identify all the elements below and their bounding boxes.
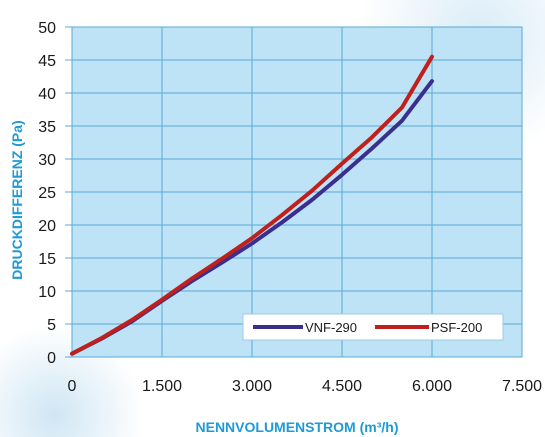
x-tick-label: 0 [68,378,77,395]
x-tick-label: 4.500 [322,378,362,395]
y-tick-label: 50 [38,20,56,37]
y-tick-label: 0 [47,350,56,367]
series-lines [70,54,434,356]
x-tick-label: 7.500 [502,378,542,395]
legend-label-vnf-290: VNF-290 [305,320,357,335]
y-tick-label: 30 [38,152,56,169]
y-tick-label: 15 [38,251,56,268]
y-tick-label: 5 [47,317,56,334]
y-tick-label: 10 [38,284,56,301]
legend-label-psf-200: PSF-200 [431,320,482,335]
x-tick-labels: 0 1.500 3.000 4.500 6.000 7.500 [68,378,543,395]
series-line-psf-200 [70,54,434,356]
y-tick-label: 40 [38,86,56,103]
y-tick-labels: 0 5 10 15 20 25 30 35 40 45 50 [38,20,56,367]
y-tick-label: 45 [38,53,56,70]
x-axis-title: NENNVOLUMENSTROM (m³/h) [196,419,399,435]
y-axis-title: DRUCKDIFFERENZ (Pa) [9,120,25,279]
x-tick-label: 1.500 [142,378,182,395]
legend: VNF-290 PSF-200 [242,313,504,341]
x-tick-label: 6.000 [412,378,452,395]
x-tick-label: 3.000 [232,378,272,395]
y-tick-label: 35 [38,119,56,136]
y-tick-label: 25 [38,185,56,202]
y-tick-label: 20 [38,218,56,235]
